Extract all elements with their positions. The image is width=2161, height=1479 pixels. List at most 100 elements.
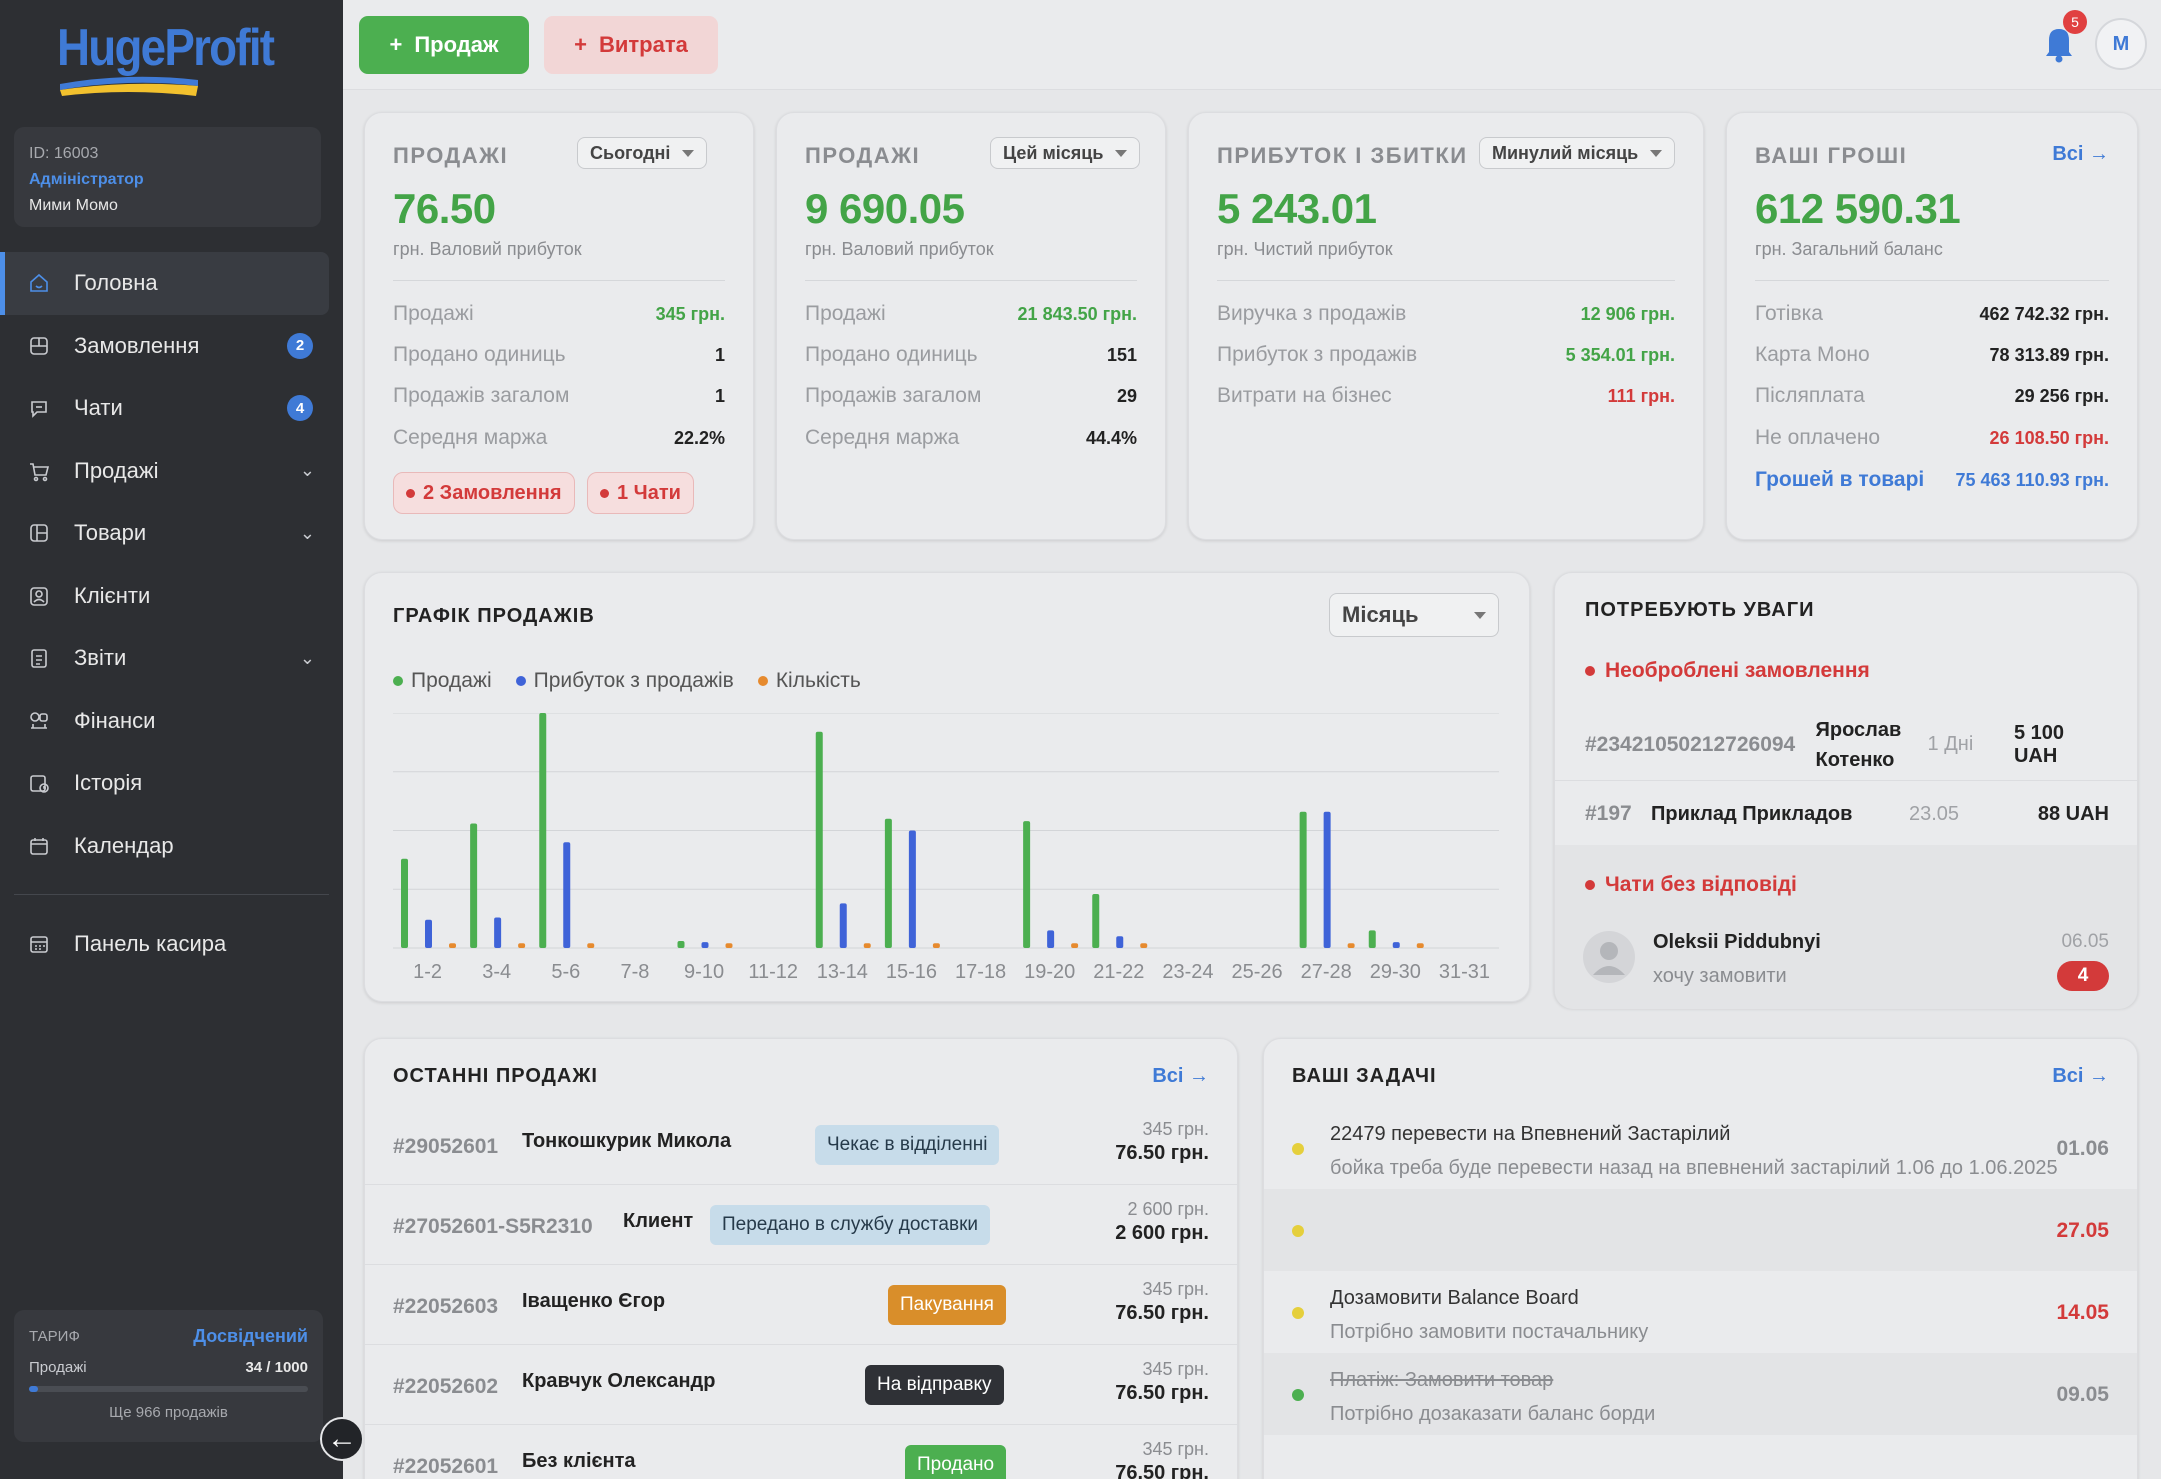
- table-row[interactable]: #27052601-S5R2310 Клиент Передано в служ…: [365, 1185, 1237, 1265]
- chart-bar-2[interactable]: [1071, 943, 1079, 948]
- sidebar-item-home[interactable]: Головна: [0, 252, 329, 315]
- table-row[interactable]: #22052602 Кравчук Олександр На відправку…: [365, 1345, 1237, 1425]
- sidebar-item-cashier[interactable]: Панель касира: [0, 913, 343, 976]
- stat-value: 22.2%: [673, 427, 725, 448]
- sale-id[interactable]: #22052601: [393, 1455, 499, 1478]
- chart-bar-1[interactable]: [1392, 942, 1400, 948]
- order-id: #197: [1585, 802, 1632, 825]
- list-item[interactable]: Дозамовити Balance Board Потрібно замови…: [1264, 1271, 2137, 1353]
- sidebar-item-reports[interactable]: Звіти ⌄: [0, 627, 343, 690]
- list-item[interactable]: Платіж: Замовити товар Потрібно дозаказа…: [1264, 1353, 2137, 1435]
- legend-swatch: [393, 676, 403, 686]
- chats-pill[interactable]: 1 Чати: [587, 472, 694, 514]
- period-select[interactable]: Цей місяць: [990, 137, 1141, 169]
- all-money-link[interactable]: Всі →: [2052, 143, 2109, 165]
- legend-item[interactable]: Продажі: [393, 669, 492, 693]
- chart-bar-1[interactable]: [563, 842, 571, 948]
- sidebar-item-chats[interactable]: Чати 4: [0, 377, 343, 440]
- sidebar-item-finance[interactable]: Фінанси: [0, 690, 343, 753]
- list-item[interactable]: 22479 перевести на Впевнений Застарілий …: [1264, 1107, 2137, 1189]
- chart-bar-2[interactable]: [1416, 943, 1424, 948]
- chart-bar-0[interactable]: [401, 858, 408, 948]
- sale-id[interactable]: #22052602: [393, 1375, 499, 1398]
- chart-bar-1[interactable]: [494, 917, 502, 948]
- stat-label: Карта Моно: [1755, 343, 1870, 366]
- chart-bar-1[interactable]: [1116, 936, 1124, 948]
- chart-bar-0[interactable]: [1299, 811, 1307, 948]
- all-sales-link[interactable]: Всі →: [1152, 1065, 1209, 1087]
- sale-amount: 345 грн.: [1142, 1359, 1209, 1379]
- unprocessed-order-row[interactable]: #197 Приклад Прикладов 23.05 88 UAH: [1555, 783, 2137, 845]
- legend-item[interactable]: Кількість: [757, 669, 861, 693]
- legend-label: Прибуток з продажів: [533, 669, 734, 692]
- status-badge[interactable]: Передано в службу доставки: [710, 1205, 990, 1245]
- period-select[interactable]: Минулий місяць: [1479, 137, 1676, 169]
- tariff-sales-count: 34 / 1000: [245, 1359, 308, 1376]
- chart-bar-1[interactable]: [701, 942, 709, 948]
- user-info[interactable]: ID: 16003 Адміністратор Мими Момо: [14, 127, 321, 227]
- sale-id[interactable]: #27052601-S5R2310: [393, 1215, 593, 1238]
- chart-bar-0[interactable]: [1023, 821, 1031, 948]
- dropdown-arrow-icon: [682, 149, 695, 157]
- chart-bar-0[interactable]: [1092, 893, 1100, 948]
- add-sale-button[interactable]: + Продаж: [359, 16, 529, 74]
- add-expense-button[interactable]: + Витрата: [544, 16, 718, 74]
- stat-value: 78 313.89 грн.: [1989, 344, 2109, 365]
- needs-attention-card: ПОТРЕБУЮТЬ УВАГИ Необроблені замовлення …: [1554, 572, 2138, 1009]
- chart-bar-2[interactable]: [1347, 943, 1355, 948]
- chart-bar-0[interactable]: [470, 823, 478, 948]
- sidebar-item-products[interactable]: Товари ⌄: [0, 502, 343, 565]
- goods-money-row[interactable]: Грошей в товарі 75 463 110.93 грн.: [1755, 465, 2109, 495]
- period-select[interactable]: Сьогодні: [577, 137, 708, 169]
- table-row[interactable]: #29052601 Тонкошкурик Микола Чекає в від…: [365, 1105, 1237, 1185]
- chart-bar-0[interactable]: [815, 731, 823, 948]
- orders-pill[interactable]: 2 Замовлення: [393, 472, 575, 514]
- sidebar-item-sales[interactable]: Продажі ⌄: [0, 440, 343, 503]
- brand-logo[interactable]: HugeProfit: [57, 19, 275, 77]
- chart-bar-0[interactable]: [1368, 930, 1376, 948]
- sidebar-item-calendar[interactable]: Календар: [0, 815, 343, 878]
- chart-bar-1[interactable]: [425, 919, 432, 948]
- chart-bar-1[interactable]: [1323, 811, 1331, 948]
- sidebar-item-history[interactable]: Історія: [0, 752, 343, 815]
- stat-row: Витрати на бізнес 111 грн.: [1217, 381, 1675, 411]
- chart-bar-0[interactable]: [677, 940, 685, 948]
- chart-bar-2[interactable]: [725, 943, 733, 948]
- table-row[interactable]: #22052603 Іващенко Єгор Пакування 345 гр…: [365, 1265, 1237, 1345]
- chart-bar-2[interactable]: [932, 943, 940, 948]
- sale-client: Тонкошкурик Микола: [522, 1130, 732, 1152]
- chart-bar-1[interactable]: [908, 830, 916, 949]
- sidebar-item-label: Замовлення: [74, 332, 200, 358]
- chat-row[interactable]: Oleksii Piddubnyi хочу замовити 06.05 4: [1583, 925, 2109, 995]
- chart-bar-2[interactable]: [1140, 943, 1148, 948]
- sidebar-item-clients[interactable]: Клієнти: [0, 565, 343, 628]
- table-row[interactable]: #22052601 Без клієнта Продано 345 грн. 7…: [365, 1425, 1237, 1479]
- chart-bar-2[interactable]: [518, 943, 526, 948]
- tariff-plan[interactable]: Досвідчений: [193, 1326, 308, 1346]
- chart-bar-2[interactable]: [863, 943, 871, 948]
- sale-id[interactable]: #29052601: [393, 1135, 499, 1158]
- status-badge[interactable]: На відправку: [865, 1365, 1004, 1405]
- sale-id[interactable]: #22052603: [393, 1295, 499, 1318]
- sidebar-item-orders[interactable]: Замовлення 2: [0, 315, 343, 378]
- chart-bar-1[interactable]: [1047, 930, 1055, 948]
- bell-icon[interactable]: [2040, 22, 2078, 64]
- status-badge[interactable]: Продано: [905, 1445, 1007, 1479]
- stat-label: Продано одиниць: [805, 343, 978, 366]
- list-item[interactable]: 27.05: [1264, 1189, 2137, 1271]
- chart-bar-2[interactable]: [449, 943, 456, 948]
- tariff-box[interactable]: ТАРИФ Досвідчений Продажі 34 / 1000 Ще 9…: [14, 1310, 323, 1442]
- collapse-sidebar-button[interactable]: ←: [320, 1417, 364, 1461]
- avatar[interactable]: M: [2095, 18, 2147, 70]
- unprocessed-order-row[interactable]: #23421050212726094 Ярослав Котенко 1 Дні…: [1555, 709, 2137, 781]
- chart-bar-0[interactable]: [539, 713, 547, 948]
- chart-period-select[interactable]: Місяць: [1329, 593, 1499, 637]
- all-tasks-link[interactable]: Всі →: [2052, 1065, 2109, 1087]
- chart-bar-2[interactable]: [587, 943, 595, 948]
- status-badge[interactable]: Чекає в відділенні: [815, 1125, 1000, 1165]
- chart-bar-1[interactable]: [839, 903, 847, 948]
- status-badge[interactable]: Пакування: [888, 1285, 1006, 1325]
- legend-item[interactable]: Прибуток з продажів: [515, 669, 734, 693]
- chart-bar-0[interactable]: [884, 818, 892, 948]
- card-title: ПРОДАЖІ: [805, 143, 921, 168]
